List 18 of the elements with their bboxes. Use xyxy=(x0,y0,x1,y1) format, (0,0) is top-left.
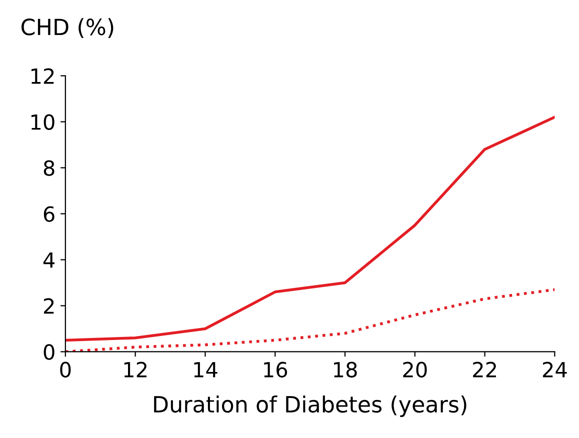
x-tick-label: 24 xyxy=(542,362,567,378)
y-tick-label: 4 xyxy=(43,252,55,268)
x-axis-title: Duration of Diabetes (years) xyxy=(154,395,466,417)
y-tick-label: 10 xyxy=(31,114,54,130)
y-tick-label: 6 xyxy=(44,206,54,222)
x-tick-label: 12 xyxy=(124,362,146,378)
x-tick-label: 20 xyxy=(403,362,427,378)
line-series xyxy=(65,116,555,342)
x-tick-label: 18 xyxy=(334,362,357,378)
x-tick-label: 0 xyxy=(60,362,71,378)
x-tick-label: 16 xyxy=(264,362,288,378)
x-tick-label: 14 xyxy=(194,362,218,378)
x-tick-label: 22 xyxy=(473,362,496,378)
y-tick-label: 8 xyxy=(44,160,54,176)
y-tick-label: 2 xyxy=(44,298,54,314)
y-axis-title: CHD (%) xyxy=(22,18,114,38)
y-tick-label: 0 xyxy=(44,344,54,360)
y-tick-label: 12 xyxy=(31,68,54,84)
